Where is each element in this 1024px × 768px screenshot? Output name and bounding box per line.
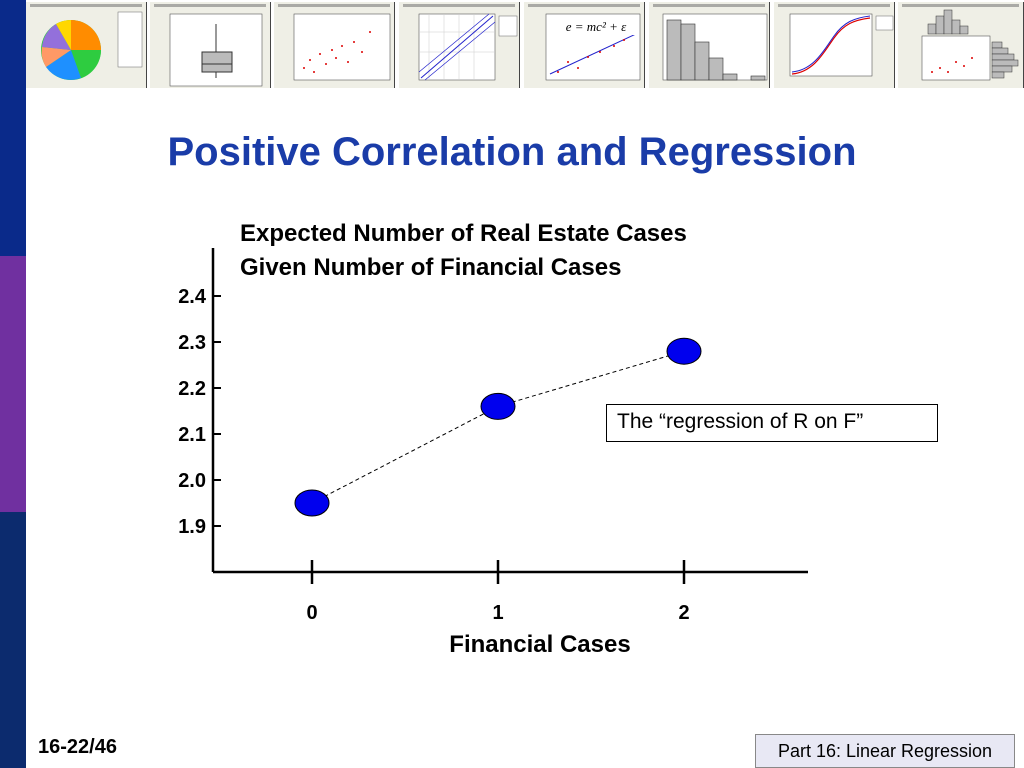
sidebar-segment-middle (0, 256, 26, 512)
y-tick-label: 2.3 (178, 332, 206, 354)
data-point (294, 489, 330, 517)
y-tick-label: 2.0 (178, 470, 206, 492)
x-tick-label: 2 (678, 602, 689, 624)
probability-plot-icon (418, 13, 518, 81)
cdf-curve-icon (789, 13, 894, 77)
thumbnail-scatterplot (274, 2, 395, 88)
thumbnail-cdf-plot (774, 2, 895, 88)
regression-line (311, 350, 685, 504)
regression-dashed-line (311, 350, 685, 504)
thumbnail-boxplot (150, 2, 271, 88)
pie-chart-icon (41, 11, 143, 80)
page-number: 16-22/46 (38, 736, 117, 758)
sidebar-segment-top (0, 0, 26, 256)
histogram-icon (662, 13, 768, 81)
x-axis-ticks: 0 1 2 (306, 560, 690, 624)
data-point (666, 337, 702, 365)
y-tick-label: 2.4 (178, 286, 207, 308)
thumbnail-marginal-plot (898, 2, 1024, 88)
x-axis-title: Financial Cases (449, 631, 630, 658)
data-points (294, 337, 702, 517)
thumbnail-probability-plot (399, 2, 520, 88)
data-point (480, 392, 516, 420)
boxplot-icon (169, 13, 263, 87)
thumbnail-pie-chart (26, 2, 147, 88)
y-tick-label: 2.2 (178, 378, 206, 400)
slide-title: Positive Correlation and Regression (167, 130, 857, 174)
chart-title-line2: Given Number of Financial Cases (240, 254, 622, 281)
sidebar-stripe (0, 0, 26, 768)
chart-title: Expected Number of Real Estate Cases Giv… (240, 217, 687, 285)
thumbnail-regression-formula: e = mc² + ε (524, 2, 645, 88)
x-tick-label: 0 (306, 602, 317, 624)
regression-callout: The “regression of R on F” (606, 404, 938, 442)
chart-title-line1: Expected Number of Real Estate Cases (240, 220, 687, 247)
y-axis-ticks: 1.9 2.0 2.1 2.2 2.3 2.4 (178, 286, 221, 538)
formula-text: e = mc² + ε (554, 19, 638, 35)
marginal-plot-icon (921, 9, 1019, 81)
y-tick-label: 2.1 (178, 424, 206, 446)
footer-label: Part 16: Linear Regression (755, 734, 1015, 768)
sidebar-segment-bottom (0, 512, 26, 768)
x-tick-label: 1 (492, 602, 503, 624)
thumbnail-histogram (649, 2, 770, 88)
thumbnail-strip: e = mc² + ε (26, 0, 1024, 90)
y-tick-label: 1.9 (178, 516, 206, 538)
scatterplot-icon (293, 13, 391, 81)
